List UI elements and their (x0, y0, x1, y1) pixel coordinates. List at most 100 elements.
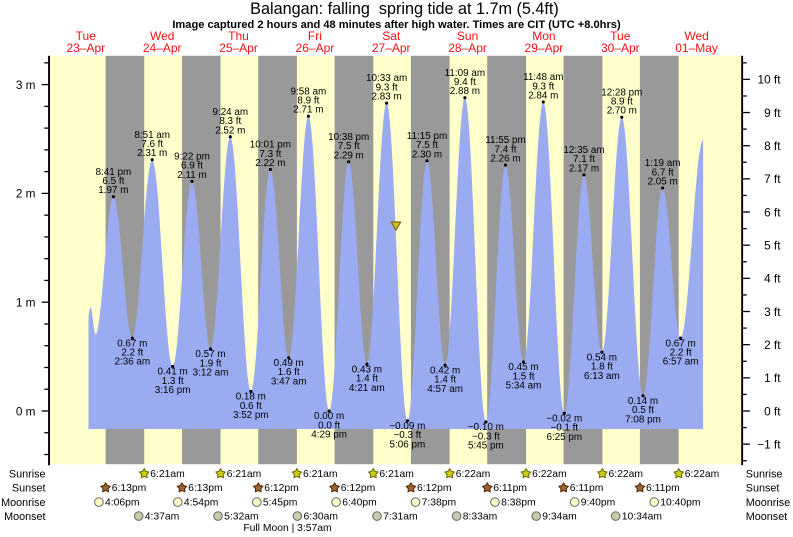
svg-text:2.29 m: 2.29 m (334, 150, 364, 161)
svg-text:6:22am: 6:22am (456, 469, 491, 480)
svg-text:9:40pm: 9:40pm (581, 497, 616, 508)
svg-text:0.00 m: 0.00 m (314, 411, 344, 422)
svg-text:2.70 m: 2.70 m (607, 106, 637, 117)
svg-text:Mon: Mon (532, 29, 555, 43)
svg-text:−0.10 m: −0.10 m (468, 422, 504, 433)
svg-text:Sunrise: Sunrise (9, 468, 46, 480)
svg-text:2.88 m: 2.88 m (450, 86, 480, 97)
svg-text:4:37am: 4:37am (145, 511, 180, 522)
svg-text:6:13 am: 6:13 am (584, 371, 620, 382)
svg-text:1 ft: 1 ft (764, 371, 781, 385)
svg-text:2.31 m: 2.31 m (137, 148, 167, 159)
svg-text:7.3 ft: 7.3 ft (259, 149, 281, 160)
svg-text:5:32am: 5:32am (224, 511, 259, 522)
svg-text:Tue: Tue (610, 29, 631, 43)
svg-text:8.9 ft: 8.9 ft (611, 97, 633, 108)
svg-text:6:21am: 6:21am (150, 469, 185, 480)
svg-text:0 ft: 0 ft (764, 404, 781, 418)
svg-text:1.9 ft: 1.9 ft (200, 358, 222, 369)
svg-text:9:22 pm: 9:22 pm (174, 152, 210, 163)
svg-text:−1 ft: −1 ft (757, 438, 781, 452)
svg-text:6:12pm: 6:12pm (341, 483, 376, 494)
svg-text:5:06 pm: 5:06 pm (390, 439, 426, 450)
svg-text:4:54pm: 4:54pm (184, 497, 219, 508)
svg-text:11:55 pm: 11:55 pm (485, 135, 525, 146)
svg-text:3:52 pm: 3:52 pm (233, 410, 269, 421)
svg-text:Full Moon | 3:57am: Full Moon | 3:57am (243, 523, 331, 534)
svg-text:Moonset: Moonset (746, 511, 787, 523)
svg-text:2.83 m: 2.83 m (371, 92, 401, 103)
svg-text:0.49 m: 0.49 m (274, 358, 304, 369)
svg-text:Wed: Wed (684, 29, 708, 43)
svg-text:2.84 m: 2.84 m (528, 91, 558, 102)
svg-text:6:13pm: 6:13pm (188, 483, 223, 494)
svg-text:0.14 m: 0.14 m (628, 396, 658, 407)
svg-text:Thu: Thu (228, 29, 249, 43)
svg-text:2.71 m: 2.71 m (293, 105, 323, 116)
svg-text:0.67 m: 0.67 m (665, 338, 695, 349)
svg-text:11:15 pm: 11:15 pm (407, 131, 447, 142)
svg-text:9:24 am: 9:24 am (212, 107, 248, 118)
svg-text:2.17 m: 2.17 m (569, 163, 599, 174)
svg-text:28–Apr: 28–Apr (448, 41, 487, 55)
svg-text:8.3 ft: 8.3 ft (219, 116, 241, 127)
svg-text:6:11pm: 6:11pm (646, 483, 680, 494)
svg-text:3 m: 3 m (16, 78, 36, 92)
svg-text:Sun: Sun (457, 29, 478, 43)
svg-text:7:31am: 7:31am (383, 511, 418, 522)
svg-text:1.4 ft: 1.4 ft (434, 375, 456, 386)
svg-text:6:11pm: 6:11pm (493, 483, 527, 494)
svg-text:6:21am: 6:21am (379, 469, 414, 480)
svg-text:2.11 m: 2.11 m (177, 170, 206, 181)
svg-text:6:25 pm: 6:25 pm (546, 432, 582, 443)
svg-text:Sunset: Sunset (12, 483, 46, 495)
svg-text:7:38pm: 7:38pm (422, 497, 457, 508)
svg-text:6:12pm: 6:12pm (264, 483, 299, 494)
svg-text:4 ft: 4 ft (764, 272, 781, 286)
svg-text:10 ft: 10 ft (758, 73, 782, 87)
svg-text:1.8 ft: 1.8 ft (591, 362, 613, 373)
svg-text:Sunset: Sunset (746, 483, 780, 495)
svg-text:2.2 ft: 2.2 ft (670, 348, 692, 359)
svg-text:3:16 pm: 3:16 pm (155, 385, 191, 396)
svg-text:6.7 ft: 6.7 ft (652, 167, 674, 178)
svg-text:9.3 ft: 9.3 ft (532, 81, 554, 92)
svg-text:1 m: 1 m (16, 296, 36, 310)
svg-text:6:22am: 6:22am (609, 469, 644, 480)
svg-text:−0.3 ft: −0.3 ft (472, 431, 500, 442)
svg-text:9 ft: 9 ft (764, 106, 781, 120)
svg-text:23–Apr: 23–Apr (66, 41, 105, 55)
svg-text:0.0 ft: 0.0 ft (318, 420, 340, 431)
svg-text:12:28 pm: 12:28 pm (601, 87, 642, 98)
svg-text:2 ft: 2 ft (764, 338, 781, 352)
svg-text:7.4 ft: 7.4 ft (495, 144, 517, 155)
svg-text:8 ft: 8 ft (764, 139, 781, 153)
svg-text:Wed: Wed (150, 29, 174, 43)
svg-text:6:21am: 6:21am (227, 469, 262, 480)
svg-text:10:40pm: 10:40pm (660, 497, 700, 508)
svg-text:6:21am: 6:21am (303, 469, 338, 480)
svg-text:Fri: Fri (308, 29, 322, 43)
svg-text:5:45pm: 5:45pm (263, 497, 298, 508)
svg-text:6:22am: 6:22am (685, 469, 720, 480)
svg-text:0.67 m: 0.67 m (117, 338, 147, 349)
svg-text:12:35 am: 12:35 am (563, 145, 604, 156)
svg-text:9:34am: 9:34am (542, 511, 577, 522)
svg-text:5 ft: 5 ft (764, 239, 781, 253)
svg-text:6:12pm: 6:12pm (417, 483, 452, 494)
svg-text:2.05 m: 2.05 m (647, 177, 677, 188)
svg-text:2:36 am: 2:36 am (114, 357, 150, 368)
svg-text:1.3 ft: 1.3 ft (162, 376, 184, 387)
svg-text:7:08 pm: 7:08 pm (625, 414, 661, 425)
svg-text:3:47 am: 3:47 am (271, 376, 307, 387)
svg-text:−0.3 ft: −0.3 ft (394, 430, 422, 441)
svg-text:11:09 am: 11:09 am (445, 68, 485, 79)
svg-text:8:33am: 8:33am (463, 511, 498, 522)
svg-text:0 m: 0 m (16, 404, 36, 418)
svg-text:26–Apr: 26–Apr (296, 41, 335, 55)
svg-text:24–Apr: 24–Apr (143, 41, 182, 55)
svg-text:27–Apr: 27–Apr (372, 41, 411, 55)
svg-text:1.6 ft: 1.6 ft (278, 367, 300, 378)
svg-text:Moonrise: Moonrise (1, 497, 45, 509)
svg-text:2.2 ft: 2.2 ft (121, 348, 143, 359)
